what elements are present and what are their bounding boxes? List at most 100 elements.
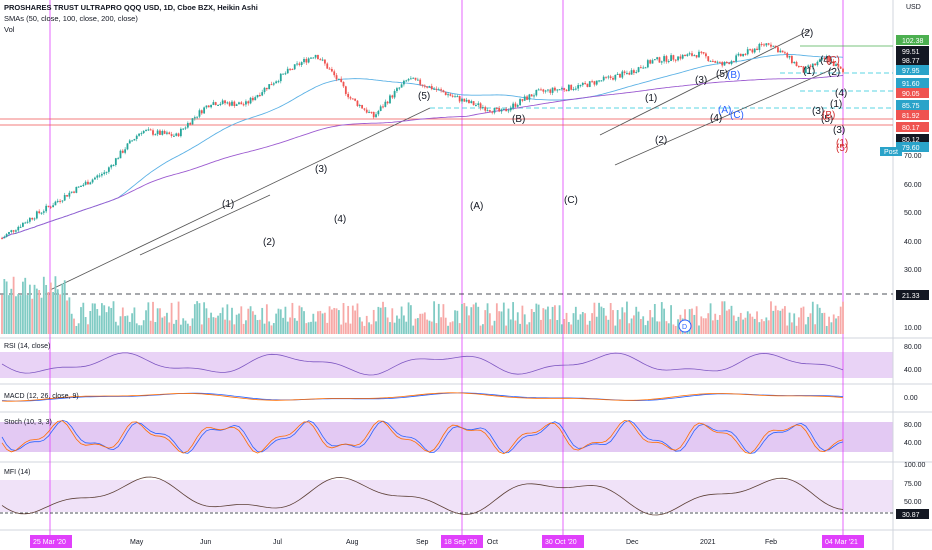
candle-body: [224, 100, 226, 104]
candle-body: [691, 53, 693, 56]
candle-body: [830, 61, 833, 63]
candle-body: [521, 99, 524, 101]
candle-body: [739, 53, 742, 57]
volume-bar: [449, 322, 452, 334]
candle-body: [379, 106, 382, 111]
corrective-labels: (B) (A) (C) (C) (B) (1) (5): [718, 55, 848, 154]
volume-bar: [465, 306, 468, 334]
price-tag: [896, 122, 929, 132]
volume-bar: [612, 310, 614, 334]
wave-label: (1): [803, 66, 815, 77]
volume-bar: [217, 315, 219, 334]
time-marker-tag: [441, 535, 483, 548]
volume-bar: [354, 310, 357, 334]
volume-bar: [574, 306, 577, 334]
candle-body: [66, 195, 68, 197]
candle-body: [547, 89, 549, 91]
candle-body: [586, 83, 589, 87]
wave-label: (3): [315, 164, 327, 175]
candle-body: [728, 62, 731, 65]
candle-body: [256, 95, 259, 98]
price-tag: [896, 110, 929, 120]
candle-body: [221, 100, 224, 104]
time-marker-tag: [822, 535, 864, 548]
volume-bar: [400, 306, 403, 334]
volume-legend[interactable]: Vol: [4, 25, 15, 34]
candle-body: [577, 85, 580, 89]
volume-bar: [189, 325, 192, 334]
volume-bar: [728, 309, 731, 334]
volume-bar: [705, 318, 707, 334]
candle-body: [554, 87, 556, 91]
volume-bar: [821, 313, 823, 334]
candle-body: [261, 92, 264, 96]
volume-bar: [289, 317, 291, 334]
candle-body: [486, 110, 489, 112]
volume-bar: [214, 317, 217, 334]
volume-bar: [600, 306, 603, 334]
volume-bar: [200, 324, 203, 334]
volume-bar: [677, 319, 679, 334]
candle-body: [298, 63, 301, 65]
candle-body: [414, 77, 417, 80]
wave-label: (B): [727, 70, 740, 81]
candle-body: [89, 182, 92, 185]
candle-body: [470, 101, 473, 104]
candle-body: [591, 81, 593, 83]
volume-bar: [35, 288, 38, 334]
candle-body: [623, 71, 626, 73]
time-label: 04 Mar '21: [825, 539, 858, 546]
candle-body: [777, 47, 779, 53]
sma-legend[interactable]: SMAs (50, close, 100, close, 200, close): [4, 14, 138, 23]
volume-bar: [38, 290, 41, 334]
candle-body: [646, 60, 649, 68]
volume-bar: [159, 308, 161, 334]
candle-body: [612, 77, 614, 80]
candle-body: [152, 130, 154, 135]
volume-bar: [842, 301, 844, 334]
candle-body: [342, 81, 345, 87]
volume-bar: [82, 302, 85, 334]
volume-bar: [377, 306, 380, 334]
volume-bar: [363, 325, 366, 334]
candle-body: [15, 230, 17, 232]
candle-body: [507, 110, 510, 112]
wave-label: (C): [564, 195, 578, 206]
candle-body: [391, 95, 394, 98]
candle-body: [235, 104, 238, 106]
volume-bar: [91, 303, 94, 334]
volume-bar: [330, 309, 333, 334]
time-label: 30 Oct '20: [545, 539, 577, 546]
candle-body: [495, 107, 498, 109]
candle-body: [528, 94, 531, 100]
candle-body: [324, 59, 326, 64]
candle-body: [131, 140, 133, 142]
candle-body: [781, 50, 784, 53]
candle-body: [161, 130, 164, 135]
candle-body: [712, 60, 714, 62]
volume-bar: [714, 313, 717, 334]
candle-body: [707, 56, 710, 62]
volume-bar: [767, 320, 770, 334]
volume-bar: [384, 307, 387, 334]
candle-body: [219, 103, 222, 106]
volume-bar: [751, 316, 754, 334]
volume-bar: [45, 284, 48, 334]
candle-body: [444, 92, 447, 96]
candle-body: [737, 53, 740, 56]
candle-body: [210, 104, 212, 108]
candle-body: [358, 105, 361, 107]
volume-bar: [22, 281, 24, 334]
candle-body: [340, 78, 343, 82]
volume-bar: [59, 294, 61, 334]
candle-body: [112, 164, 115, 166]
volume-bar: [663, 308, 666, 334]
candle-body: [56, 200, 59, 202]
candle-body: [619, 73, 621, 78]
candle-body: [609, 76, 612, 78]
volume-bar: [231, 307, 233, 334]
candle-body: [207, 105, 210, 108]
volume-bar: [68, 297, 71, 334]
dividend-marker-icon[interactable]: [678, 319, 692, 333]
